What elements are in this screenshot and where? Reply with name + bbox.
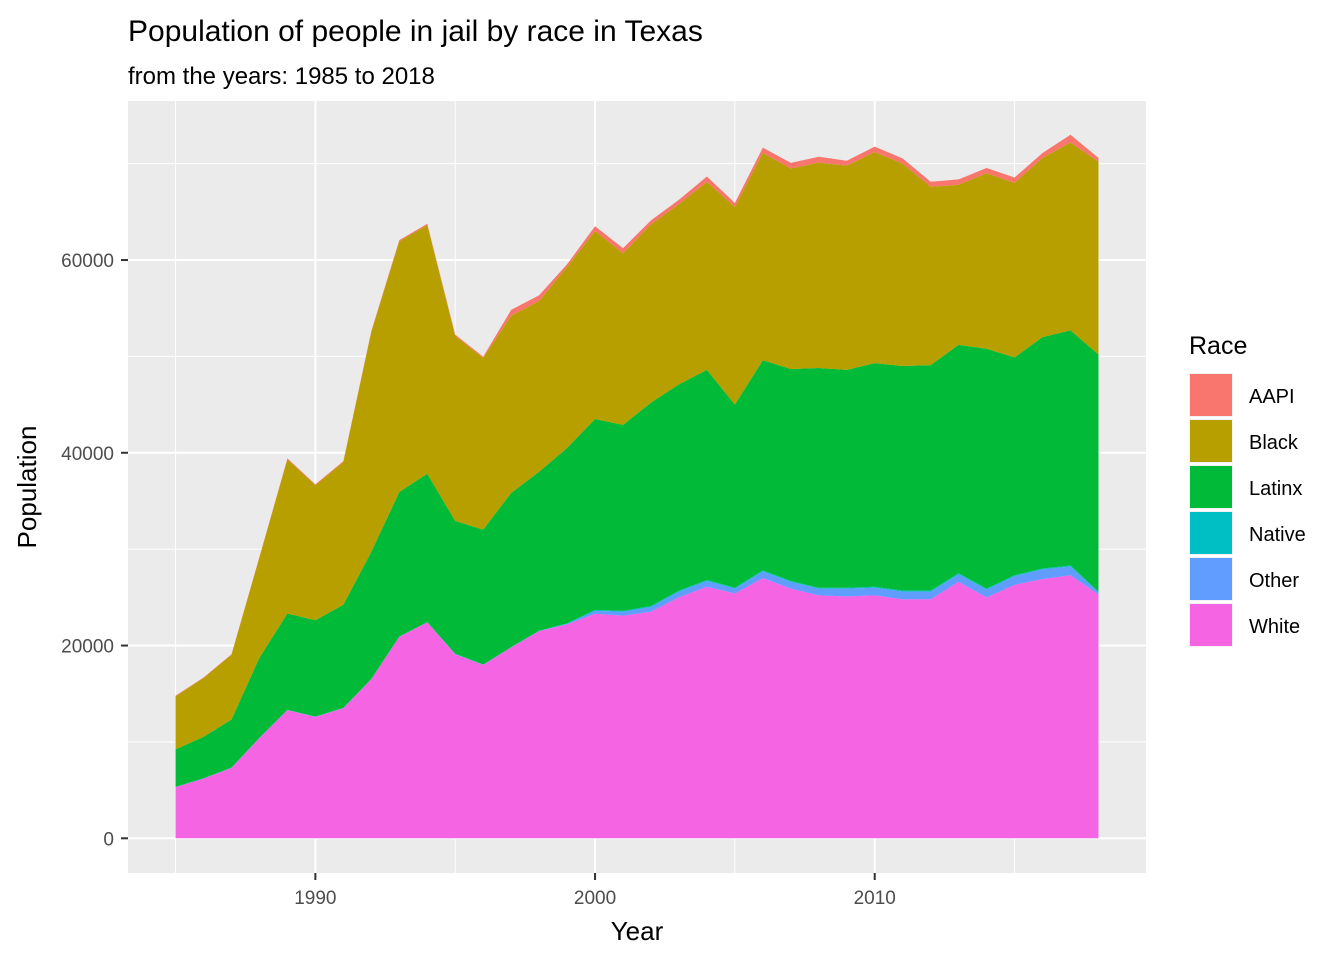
x-tick-label: 2000 [574, 888, 616, 909]
area-latinx [175, 330, 1099, 787]
legend-swatch-black [1190, 420, 1232, 462]
stacked-areas [175, 134, 1099, 839]
x-tick-label: 1990 [294, 888, 336, 909]
axis-ticks [121, 259, 876, 880]
legend-label-native: Native [1249, 524, 1306, 546]
legend-label-black: Black [1249, 432, 1299, 454]
legend-swatch-native [1190, 512, 1232, 554]
legend-label-latinx: Latinx [1249, 478, 1302, 500]
legend-label-aapi: AAPI [1249, 386, 1295, 408]
legend-swatch-latinx [1190, 466, 1232, 508]
y-tick-label: 20000 [61, 637, 114, 658]
legend-swatch-aapi [1190, 374, 1232, 416]
legend-label-white: White [1249, 616, 1300, 638]
chart-title: Population of people in jail by race in … [128, 15, 703, 48]
y-tick-label: 60000 [61, 251, 114, 272]
legend-swatch-white [1190, 604, 1232, 646]
area-black [175, 142, 1099, 750]
x-axis-title: Year [611, 916, 664, 946]
area-white [175, 575, 1099, 839]
y-tick-label: 0 [103, 829, 114, 850]
legend-label-other: Other [1249, 570, 1299, 592]
legend-title: Race [1189, 332, 1247, 360]
area-other [175, 566, 1099, 788]
chart-subtitle: from the years: 1985 to 2018 [128, 63, 435, 90]
y-axis-title: Population [12, 426, 42, 549]
x-tick-label: 2010 [854, 888, 896, 909]
tick-labels: 1990 2000 2010 0 20000 40000 60000 [61, 251, 896, 909]
y-tick-label: 40000 [61, 444, 114, 465]
legend: Race AAPI Black Latinx Native Other White [1189, 332, 1306, 647]
legend-swatch-other [1190, 558, 1232, 600]
